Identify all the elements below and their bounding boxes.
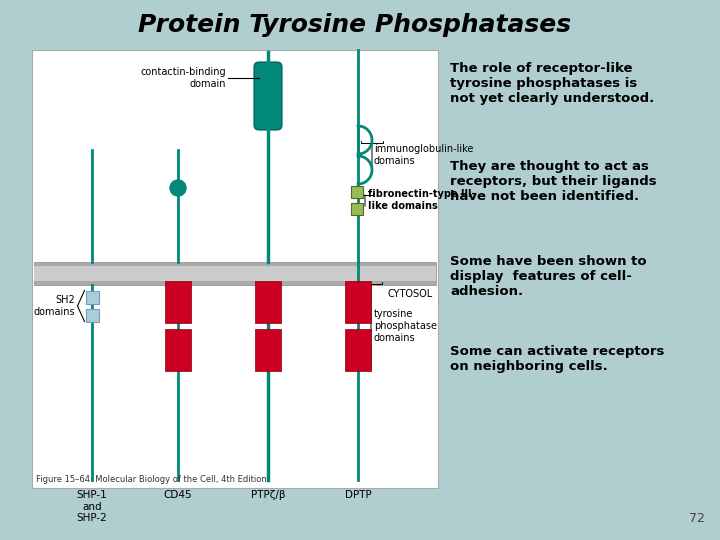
Text: They are thought to act as
receptors, but their ligands
have not been identified: They are thought to act as receptors, bu… — [450, 160, 657, 203]
Circle shape — [170, 180, 186, 196]
Text: fibronectin-type III-
like domains: fibronectin-type III- like domains — [368, 189, 475, 211]
Text: contactin-binding
domain: contactin-binding domain — [140, 67, 226, 89]
Text: SHP-1
and
SHP-2: SHP-1 and SHP-2 — [76, 490, 107, 523]
Text: 72: 72 — [689, 512, 705, 525]
Text: SH2
domains: SH2 domains — [34, 295, 76, 317]
Bar — [351, 203, 363, 215]
Bar — [255, 281, 281, 323]
Text: immunoglobulin-like
domains: immunoglobulin-like domains — [374, 144, 473, 166]
Bar — [165, 329, 191, 371]
Text: CD45: CD45 — [163, 490, 192, 500]
Text: Some have been shown to
display  features of cell-
adhesion.: Some have been shown to display features… — [450, 255, 647, 298]
Text: Protein Tyrosine Phosphatases: Protein Tyrosine Phosphatases — [138, 13, 572, 37]
FancyBboxPatch shape — [254, 62, 282, 130]
Bar — [255, 329, 281, 371]
Text: Figure 15–64. Molecular Biology of the Cell, 4th Edition.: Figure 15–64. Molecular Biology of the C… — [36, 475, 269, 484]
Text: The role of receptor-like
tyrosine phosphatases is
not yet clearly understood.: The role of receptor-like tyrosine phosp… — [450, 62, 654, 105]
Bar — [86, 291, 99, 303]
Text: tyrosine
phosphatase
domains: tyrosine phosphatase domains — [374, 309, 437, 342]
Bar — [34, 266, 436, 281]
Bar — [34, 262, 436, 285]
Text: Some can activate receptors
on neighboring cells.: Some can activate receptors on neighbori… — [450, 345, 665, 373]
Text: CYTOSOL: CYTOSOL — [388, 289, 433, 299]
Bar — [165, 281, 191, 323]
Text: PTPζ/β: PTPζ/β — [251, 490, 285, 500]
Bar — [345, 329, 371, 371]
Bar — [345, 281, 371, 323]
Bar — [86, 308, 99, 321]
Text: DPTP: DPTP — [345, 490, 372, 500]
Bar — [32, 50, 438, 488]
Bar — [351, 186, 363, 198]
